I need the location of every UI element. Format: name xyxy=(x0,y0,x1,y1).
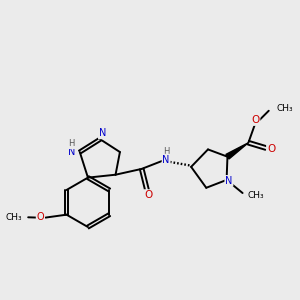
Text: CH₃: CH₃ xyxy=(5,213,22,222)
Polygon shape xyxy=(226,143,248,159)
Text: H: H xyxy=(163,147,169,156)
Text: N: N xyxy=(162,154,170,165)
Text: CH₃: CH₃ xyxy=(277,104,293,113)
Text: O: O xyxy=(37,212,44,222)
Text: CH₃: CH₃ xyxy=(248,191,264,200)
Text: N: N xyxy=(225,176,233,186)
Text: O: O xyxy=(144,190,152,200)
Text: H: H xyxy=(68,140,75,148)
Text: O: O xyxy=(267,144,275,154)
Text: O: O xyxy=(251,115,260,125)
Text: N: N xyxy=(68,147,75,157)
Text: N: N xyxy=(99,128,106,138)
